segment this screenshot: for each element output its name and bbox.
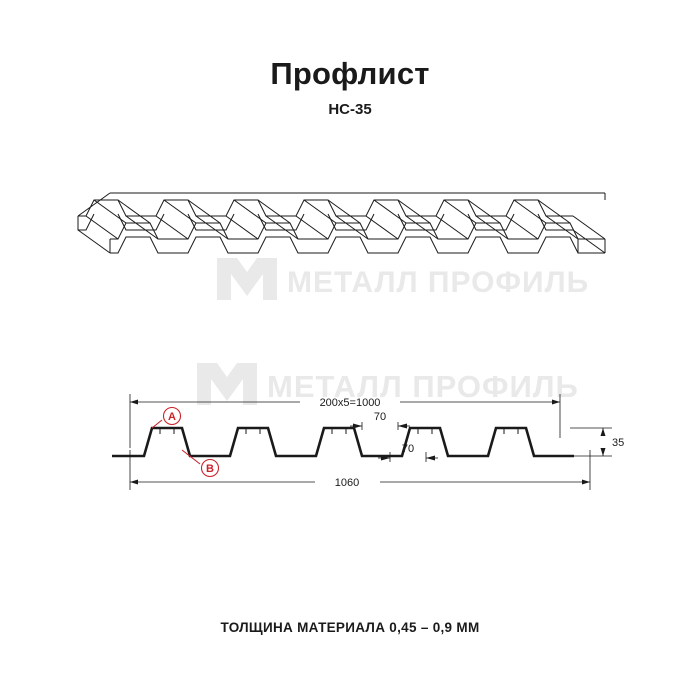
page-title: Профлист <box>270 56 430 91</box>
dim-pitch-total: 200х5=1000 <box>320 397 381 409</box>
dim-full-width: 1060 <box>335 477 359 489</box>
dim-rib-bottom: 70 <box>402 443 414 455</box>
dim-height: 35 <box>612 437 624 449</box>
callout-label-b: B <box>206 463 214 475</box>
thickness-note: ТОЛЩИНА МАТЕРИАЛА 0,45 – 0,9 ММ <box>220 620 480 635</box>
product-model: НС-35 <box>328 101 372 118</box>
callout-label-a: A <box>168 411 176 423</box>
cross-section-view: 200х5=1000 70 70 1060 35 A B <box>100 380 624 510</box>
dim-rib-top: 70 <box>374 411 386 423</box>
isometric-view <box>60 170 640 310</box>
